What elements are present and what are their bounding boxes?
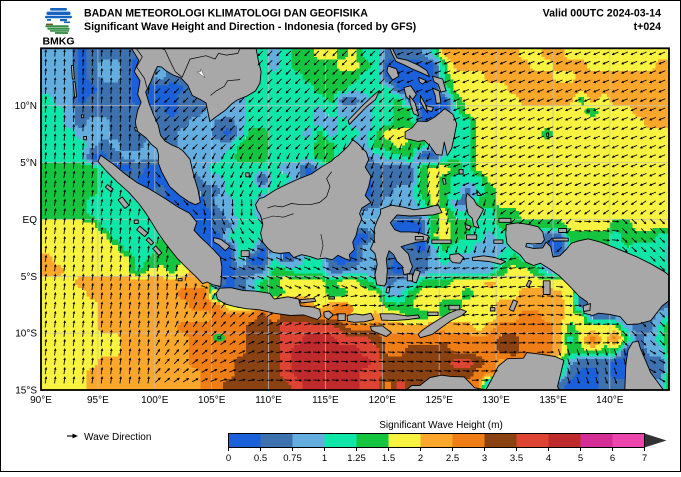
svg-text:1: 1 <box>322 453 327 464</box>
svg-text:Significant Wave Height and Di: Significant Wave Height and Direction - … <box>84 21 416 33</box>
svg-text:BADAN METEOROLOGI KLIMATOLOGI: BADAN METEOROLOGI KLIMATOLOGI DAN GEOFIS… <box>84 8 368 20</box>
svg-text:Significant Wave Height (m): Significant Wave Height (m) <box>379 420 503 431</box>
svg-text:140°E: 140°E <box>596 395 624 406</box>
svg-text:t+024: t+024 <box>634 21 661 33</box>
svg-text:Wave Direction: Wave Direction <box>84 432 151 443</box>
svg-text:Valid 00UTC 2024-03-14: Valid 00UTC 2024-03-14 <box>543 8 661 20</box>
svg-text:6: 6 <box>610 453 615 464</box>
svg-text:1.5: 1.5 <box>382 453 395 464</box>
svg-text:105°E: 105°E <box>198 395 226 406</box>
svg-text:135°E: 135°E <box>539 395 567 406</box>
svg-text:2: 2 <box>418 453 423 464</box>
svg-text:7: 7 <box>642 453 647 464</box>
svg-text:130°E: 130°E <box>482 395 510 406</box>
svg-text:0.5: 0.5 <box>254 453 267 464</box>
svg-text:5°S: 5°S <box>21 272 38 283</box>
svg-text:3.5: 3.5 <box>510 453 523 464</box>
svg-text:3: 3 <box>482 453 487 464</box>
svg-text:125°E: 125°E <box>426 395 454 406</box>
svg-text:1.25: 1.25 <box>347 453 366 464</box>
svg-text:120°E: 120°E <box>369 395 397 406</box>
svg-text:5°N: 5°N <box>20 158 37 169</box>
svg-text:0.75: 0.75 <box>283 453 302 464</box>
svg-text:EQ: EQ <box>23 215 38 226</box>
svg-text:100°E: 100°E <box>141 395 169 406</box>
svg-text:BMKG: BMKG <box>42 36 74 48</box>
svg-text:2.5: 2.5 <box>446 453 459 464</box>
svg-text:110°E: 110°E <box>255 395 282 406</box>
svg-text:4: 4 <box>546 453 551 464</box>
svg-text:115°E: 115°E <box>312 395 339 406</box>
svg-text:90°E: 90°E <box>30 395 52 406</box>
svg-text:15°S: 15°S <box>15 386 37 397</box>
svg-text:10°S: 10°S <box>15 329 37 340</box>
svg-text:0: 0 <box>226 453 231 464</box>
svg-text:10°N: 10°N <box>15 101 37 112</box>
svg-text:95°E: 95°E <box>87 395 109 406</box>
svg-text:5: 5 <box>578 453 583 464</box>
